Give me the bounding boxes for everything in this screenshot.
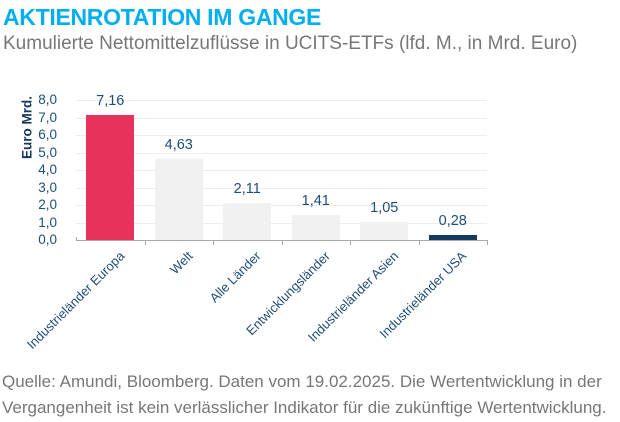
page-title: AKTIENROTATION IM GANGE	[3, 4, 322, 30]
source-note-line-1: Quelle: Amundi, Bloomberg. Daten vom 19.…	[2, 372, 602, 391]
gridline	[76, 170, 487, 172]
gridline	[76, 205, 487, 207]
x-category-label: Alle Länder	[207, 248, 265, 306]
bar	[360, 221, 409, 240]
axis-tick	[213, 241, 214, 245]
bar-value-label: 2,11	[233, 181, 261, 198]
gridline	[76, 222, 487, 224]
gridline	[76, 100, 487, 102]
bar-value-label: 0,28	[438, 213, 467, 230]
x-category-label: Industrieländer Europa	[23, 248, 128, 352]
bar	[428, 235, 477, 240]
y-tick-label: 2,0	[38, 197, 57, 213]
axis-tick	[76, 237, 77, 240]
gridline	[76, 117, 487, 119]
bar-value-label: 7,16	[96, 93, 125, 110]
source-note-line-2: Vergangenheit ist kein verlässlicher Ind…	[2, 398, 607, 417]
y-tick-label: 1,0	[38, 214, 57, 230]
y-tick-label: 3,0	[38, 179, 57, 195]
y-tick-label: 6,0	[38, 127, 57, 143]
y-tick-label: 0,0	[38, 232, 57, 247]
gridline	[76, 152, 487, 154]
axis-tick	[487, 241, 488, 245]
bar-value-label: 1,05	[370, 199, 399, 216]
page-subtitle: Kumulierte Nettomittelzuflüsse in UCITS-…	[3, 33, 578, 54]
bar	[86, 115, 135, 240]
axis-tick	[350, 241, 351, 245]
bar	[223, 203, 272, 240]
y-tick-label: 8,0	[38, 92, 57, 108]
axis-tick	[144, 241, 146, 245]
y-tick-label: 4,0	[38, 162, 57, 178]
axis-tick	[281, 241, 283, 245]
axis-tick	[418, 241, 420, 245]
x-category-label: Welt	[166, 248, 196, 278]
bar-value-label: 4,63	[164, 137, 193, 154]
source-note: Quelle: Amundi, Bloomberg. Daten vom 19.…	[2, 369, 606, 421]
x-axis-line	[76, 240, 488, 241]
gridline	[76, 187, 487, 189]
bar-value-label: 1,41	[301, 193, 330, 210]
y-tick-label: 5,0	[38, 144, 57, 160]
gridline	[76, 135, 487, 137]
bar	[291, 215, 340, 240]
bar	[154, 159, 203, 240]
y-tick-label: 7,0	[38, 109, 57, 125]
